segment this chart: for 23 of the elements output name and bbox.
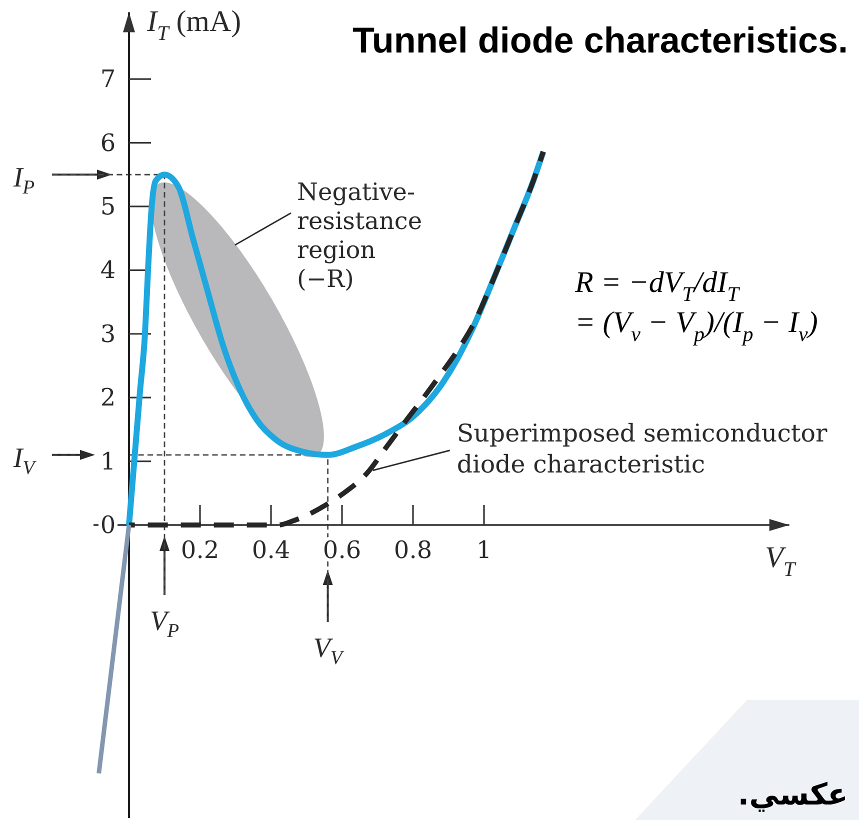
y-tick-label: 4 [100, 256, 116, 284]
y-tick-label: 2 [100, 384, 116, 412]
y-axis-title: I$_{T}$ (mA) [146, 4, 242, 45]
y-tick-label: 3 [100, 320, 116, 348]
y-tick-label: 6 [100, 128, 116, 157]
annotation: Negative-resistance region (−R) [297, 178, 422, 293]
ref-line-label: I$_{V}$ [12, 442, 37, 479]
y-tick-label: 7 [100, 65, 116, 94]
x-tick-label: 1 [476, 536, 492, 564]
y-tick-label: 1 [100, 447, 116, 476]
x-tick-label: 0.6 [322, 536, 362, 564]
x-axis-title: V$_{T}$ [765, 540, 796, 581]
x-tick-label: 0.2 [180, 536, 220, 564]
chart-title: Tunnel diode characteristics. [352, 20, 848, 60]
x-tick-label: 0.4 [252, 536, 290, 564]
x-tick-label: 0.8 [394, 536, 432, 564]
annotation: عكسي. [738, 778, 848, 812]
ref-line-label: I$_{P}$ [12, 162, 35, 199]
y-tick-label: 5 [100, 192, 116, 220]
text: R = −dV$_{T}$/dI$_{T}$ = (V$_{v}$ − V$_{p}$)/(I$_{p}$ − I$_{v}$) [575, 266, 818, 346]
ref-line-label: V$_{V}$ [313, 632, 344, 669]
ref-line-label: V$_{P}$ [150, 605, 180, 642]
series-label: Superimposed semiconductor diode characteristic [456, 418, 828, 478]
